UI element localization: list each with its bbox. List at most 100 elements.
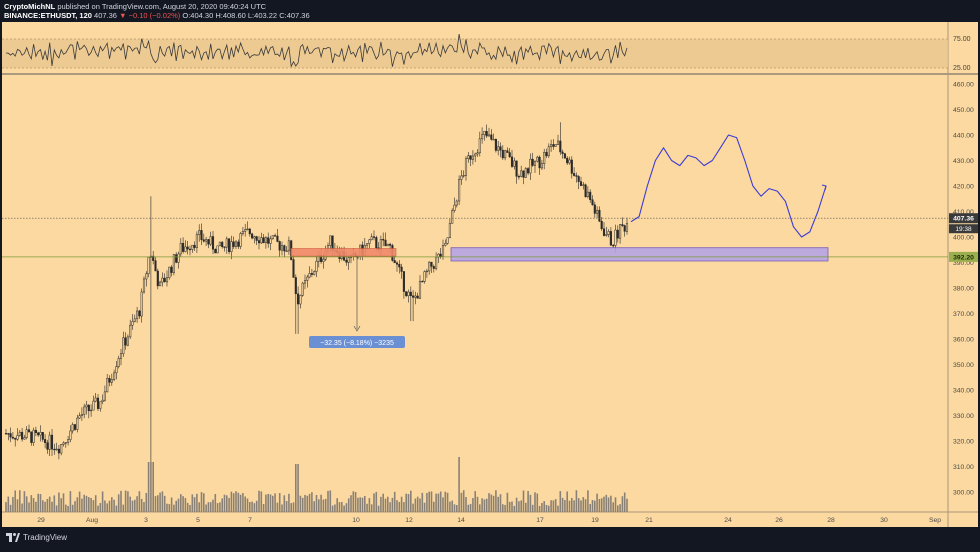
projection-path[interactable] (630, 134, 827, 238)
volume-bar (230, 491, 233, 512)
candle-body (439, 253, 442, 257)
volume-bar (143, 502, 145, 512)
candle-body (529, 158, 532, 174)
candle-body (566, 157, 569, 164)
candle-body (299, 295, 302, 305)
support-price-label: 392.20 (953, 254, 974, 261)
volume-bar (35, 501, 37, 512)
candle-body (239, 233, 242, 247)
time-tick-label: 19 (591, 517, 599, 524)
volume-bar (304, 494, 306, 512)
time-tick-label: 7 (248, 517, 252, 524)
candle-body (186, 246, 189, 250)
candle-body (67, 439, 70, 443)
volume-bar (308, 493, 311, 512)
volume-bar (596, 493, 598, 512)
volume-bar (223, 494, 226, 512)
volume-bar (552, 500, 555, 512)
volume-bar (58, 492, 60, 512)
volume-bar (324, 498, 327, 512)
volume-bar (232, 493, 235, 512)
volume-bar (361, 497, 364, 512)
candle-body (471, 155, 474, 160)
volume-bar (444, 491, 447, 512)
candle-body (547, 146, 550, 157)
volume-bar (145, 492, 148, 512)
candle-body (563, 153, 566, 159)
price-tick-label: 400.00 (953, 235, 974, 242)
tradingview-logo[interactable]: TradingView (6, 532, 67, 542)
candle-body (113, 372, 116, 380)
candle-body (207, 239, 210, 245)
candle-body (205, 239, 208, 242)
candle-body (368, 239, 371, 244)
volume-bar (474, 491, 476, 512)
candle-body (313, 271, 316, 275)
volume-bar (614, 497, 617, 512)
volume-bar (124, 490, 127, 512)
measure-arrow-head (353, 325, 361, 332)
volume-bar (159, 492, 161, 512)
candle-body (375, 237, 378, 249)
volume-bar (343, 505, 345, 512)
volume-bar (23, 491, 26, 512)
volume-bar (400, 496, 403, 512)
volume-bar (587, 490, 589, 512)
volume-bar (364, 495, 366, 512)
volume-bar (32, 498, 35, 512)
volume-bar (228, 497, 230, 512)
candle-body (598, 209, 601, 222)
volume-bar (60, 498, 62, 512)
candle-body (117, 358, 120, 367)
volume-bar (511, 501, 513, 512)
volume-bar (184, 498, 187, 512)
volume-bar (37, 493, 39, 512)
volume-bar (377, 505, 380, 512)
volume-bar (499, 494, 502, 512)
volume-bar (97, 505, 99, 512)
candle-body (179, 243, 182, 255)
support-zone[interactable] (450, 247, 829, 262)
volume-bar (571, 497, 573, 512)
volume-bar (538, 505, 541, 512)
volume-bar (414, 498, 417, 512)
ohlc-low: L:403.22 (247, 11, 278, 20)
volume-bar (288, 493, 290, 512)
volume-bar (577, 498, 580, 512)
candle-body (497, 146, 500, 151)
volume-bar (74, 501, 76, 512)
price-tick-label: 450.00 (953, 107, 974, 114)
candle-body (579, 181, 583, 186)
volume-bar (76, 497, 79, 512)
candle-body (432, 266, 435, 269)
symbol-label[interactable]: BINANCE:ETHUSDT, 120 (4, 11, 92, 20)
volume-bar (476, 496, 479, 512)
candle-body (32, 429, 35, 443)
candle-body (607, 231, 610, 235)
volume-bar (594, 500, 596, 512)
current-price-box (949, 213, 978, 224)
volume-bar (545, 504, 548, 512)
volume-bar (198, 502, 200, 512)
volume-bar (150, 462, 152, 512)
volume-bar (115, 505, 118, 512)
candle-body (469, 155, 472, 160)
candle-body (251, 233, 254, 239)
author-name[interactable]: CryptoMichNL (4, 2, 56, 11)
price-tick-label: 420.00 (953, 184, 974, 191)
candle-body (513, 160, 516, 167)
candle-body (483, 131, 486, 135)
volume-bar (603, 496, 605, 512)
volume-bar (101, 491, 104, 512)
candle-body (428, 261, 431, 272)
volume-bar (396, 500, 398, 512)
time-tick-label: 3 (144, 517, 148, 524)
time-tick-label: 28 (827, 517, 835, 524)
time-tick-label: 12 (405, 517, 413, 524)
volume-bar (403, 502, 405, 512)
candle-body (48, 434, 51, 450)
resistance-zone[interactable] (290, 248, 397, 257)
price-tick-label: 430.00 (953, 158, 974, 165)
